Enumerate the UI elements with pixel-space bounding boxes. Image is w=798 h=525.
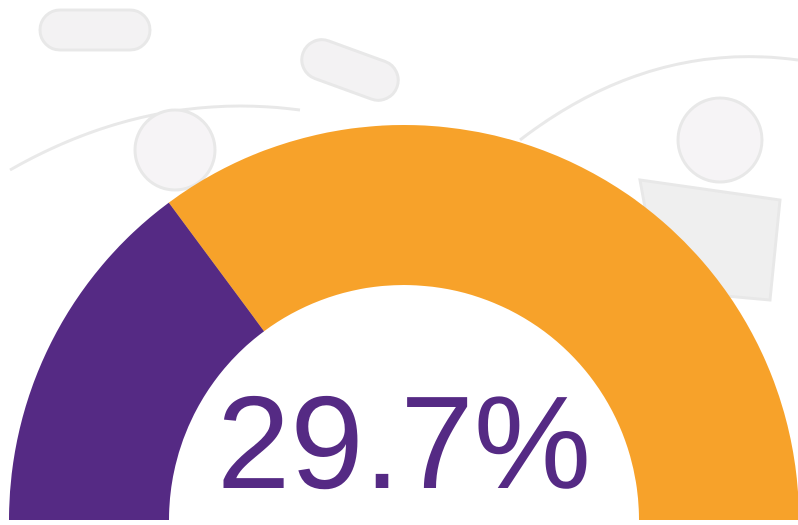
value-label: 29.7%	[217, 369, 591, 516]
bg-dumbbell	[40, 10, 150, 50]
bg-figure	[135, 110, 215, 190]
gauge-chart: 29.7%	[0, 0, 798, 525]
bg-dumbbell	[296, 34, 404, 106]
bg-figure	[678, 98, 762, 182]
